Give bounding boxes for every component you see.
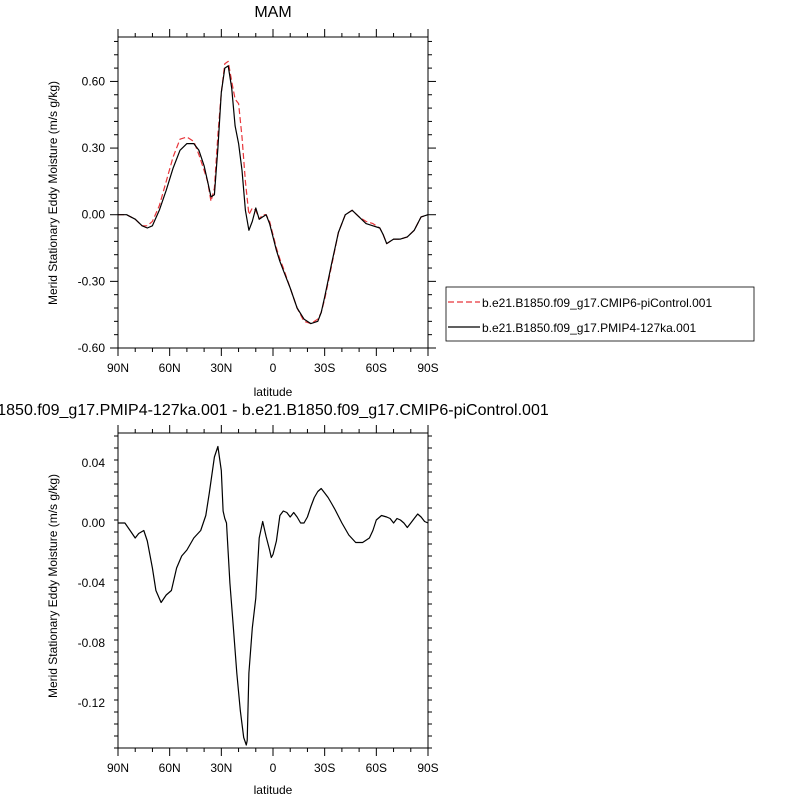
bottom-x-tick-label: 60S — [366, 761, 387, 775]
top-x-tick-label: 90N — [107, 361, 129, 375]
top-y-tick-label: 0.00 — [82, 208, 106, 222]
bottom-y-tick-label: -0.08 — [78, 636, 106, 650]
bottom-y-tick-label: -0.12 — [78, 696, 106, 710]
bottom-chart-title: 1850.f09_g17.PMIP4-127ka.001 - b.e21.B18… — [0, 402, 549, 419]
top-y-tick-label: -0.60 — [78, 341, 106, 355]
top-x-tick-label: 30S — [314, 361, 335, 375]
top-x-tick-label: 60N — [159, 361, 181, 375]
top-chart-title: MAM — [254, 4, 291, 21]
top-ticks-layer: 90N 60N 30N 0 30S 60S 90S 0.60 0.30 0.00 -0.30 -0.6… — [78, 29, 439, 375]
top-y-tick-label: 0.60 — [82, 74, 106, 88]
legend-box — [445, 286, 755, 342]
bottom-series-layer — [118, 445, 429, 746]
bottom-y-tick-label: 0.00 — [82, 516, 106, 530]
top-x-tick-label: 90S — [417, 361, 438, 375]
panel-top-chart: MAM Merid Stationary Eddy Moisture (m/s … — [46, 4, 439, 399]
bottom-x-tick-label: 90S — [417, 761, 438, 775]
top-series-line-0 — [118, 60, 429, 325]
bottom-y-axis-label: Merid Stationary Eddy Moisture (m/s g/kg… — [46, 474, 60, 698]
bottom-x-tick-label: 60N — [159, 761, 181, 775]
legend-label-picontrol: b.e21.B1850.f09_g17.CMIP6-piControl.001 — [482, 296, 712, 310]
bottom-ticks-layer: 90N 60N 30N 0 30S 60S 90S 0.04 0.00 -0.04 -0.08 -0.… — [78, 425, 439, 775]
top-series-line-1 — [118, 65, 429, 325]
bottom-x-tick-label: 30S — [314, 761, 335, 775]
legend: b.e21.B1850.f09_g17.CMIP6-piControl.001 … — [445, 286, 755, 342]
bottom-x-tick-label: 90N — [107, 761, 129, 775]
top-y-axis-label: Merid Stationary Eddy Moisture (m/s g/kg… — [46, 81, 60, 305]
top-x-tick-label: 0 — [270, 361, 277, 375]
bottom-x-tick-label: 30N — [210, 761, 232, 775]
top-plot-frame — [117, 36, 429, 349]
legend-label-127ka: b.e21.B1850.f09_g17.PMIP4-127ka.001 — [482, 321, 696, 335]
top-series-layer — [118, 60, 429, 325]
bottom-series-line-0 — [118, 445, 429, 746]
top-x-tick-label: 60S — [366, 361, 387, 375]
bottom-y-tick-label: -0.04 — [78, 576, 106, 590]
top-y-tick-label: 0.30 — [82, 141, 106, 155]
top-x-tick-label: 30N — [210, 361, 232, 375]
panel-bottom-chart: 1850.f09_g17.PMIP4-127ka.001 - b.e21.B18… — [0, 402, 549, 797]
top-x-axis-label: latitude — [254, 385, 293, 399]
bottom-plot-frame — [117, 432, 429, 749]
top-y-tick-label: -0.30 — [78, 274, 106, 288]
bottom-x-axis-label: latitude — [254, 783, 293, 797]
bottom-y-tick-label: 0.04 — [82, 456, 106, 470]
bottom-x-tick-label: 0 — [270, 761, 277, 775]
